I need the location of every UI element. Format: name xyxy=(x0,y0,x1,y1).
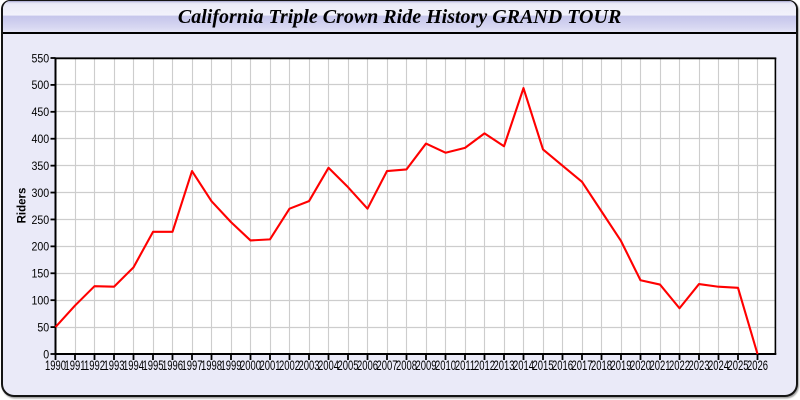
svg-text:450: 450 xyxy=(31,107,49,120)
svg-text:2018: 2018 xyxy=(591,357,612,373)
svg-text:2015: 2015 xyxy=(532,357,553,373)
svg-text:2024: 2024 xyxy=(708,357,729,373)
svg-text:2025: 2025 xyxy=(727,357,748,373)
svg-text:2001: 2001 xyxy=(259,357,280,373)
svg-text:1992: 1992 xyxy=(84,357,105,373)
svg-text:2000: 2000 xyxy=(240,357,261,373)
svg-text:2006: 2006 xyxy=(357,357,378,373)
svg-text:550: 550 xyxy=(31,53,49,66)
svg-text:400: 400 xyxy=(31,133,49,146)
svg-text:Riders: Riders xyxy=(17,188,29,224)
svg-text:2026: 2026 xyxy=(747,357,768,373)
svg-text:2020: 2020 xyxy=(630,357,651,373)
svg-text:2005: 2005 xyxy=(337,357,358,373)
svg-text:2014: 2014 xyxy=(513,357,534,373)
svg-text:150: 150 xyxy=(31,268,49,281)
svg-text:350: 350 xyxy=(31,160,49,173)
svg-text:2016: 2016 xyxy=(552,357,573,373)
svg-text:1995: 1995 xyxy=(142,357,163,373)
svg-text:2013: 2013 xyxy=(493,357,514,373)
svg-text:2004: 2004 xyxy=(318,357,339,373)
svg-text:2011: 2011 xyxy=(455,357,476,373)
svg-text:2022: 2022 xyxy=(669,357,690,373)
svg-text:1997: 1997 xyxy=(181,357,202,373)
svg-text:2002: 2002 xyxy=(279,357,300,373)
svg-text:200: 200 xyxy=(31,241,49,254)
svg-text:2003: 2003 xyxy=(298,357,319,373)
svg-text:2010: 2010 xyxy=(435,357,456,373)
svg-text:1993: 1993 xyxy=(103,357,124,373)
svg-text:1998: 1998 xyxy=(201,357,222,373)
svg-text:2021: 2021 xyxy=(649,357,670,373)
svg-text:2007: 2007 xyxy=(376,357,397,373)
svg-text:2009: 2009 xyxy=(415,357,436,373)
svg-text:2017: 2017 xyxy=(571,357,592,373)
svg-text:500: 500 xyxy=(31,80,49,93)
svg-text:50: 50 xyxy=(37,322,49,335)
svg-text:2023: 2023 xyxy=(688,357,709,373)
svg-text:250: 250 xyxy=(31,214,49,227)
svg-text:2019: 2019 xyxy=(610,357,631,373)
svg-text:1999: 1999 xyxy=(220,357,241,373)
svg-text:1996: 1996 xyxy=(162,357,183,373)
svg-text:0: 0 xyxy=(43,349,49,362)
svg-text:100: 100 xyxy=(31,295,49,308)
svg-text:2012: 2012 xyxy=(474,357,495,373)
svg-text:1994: 1994 xyxy=(123,357,144,373)
svg-text:1991: 1991 xyxy=(64,357,85,373)
svg-text:1990: 1990 xyxy=(45,357,66,373)
svg-text:2008: 2008 xyxy=(396,357,417,373)
svg-text:300: 300 xyxy=(31,187,49,200)
